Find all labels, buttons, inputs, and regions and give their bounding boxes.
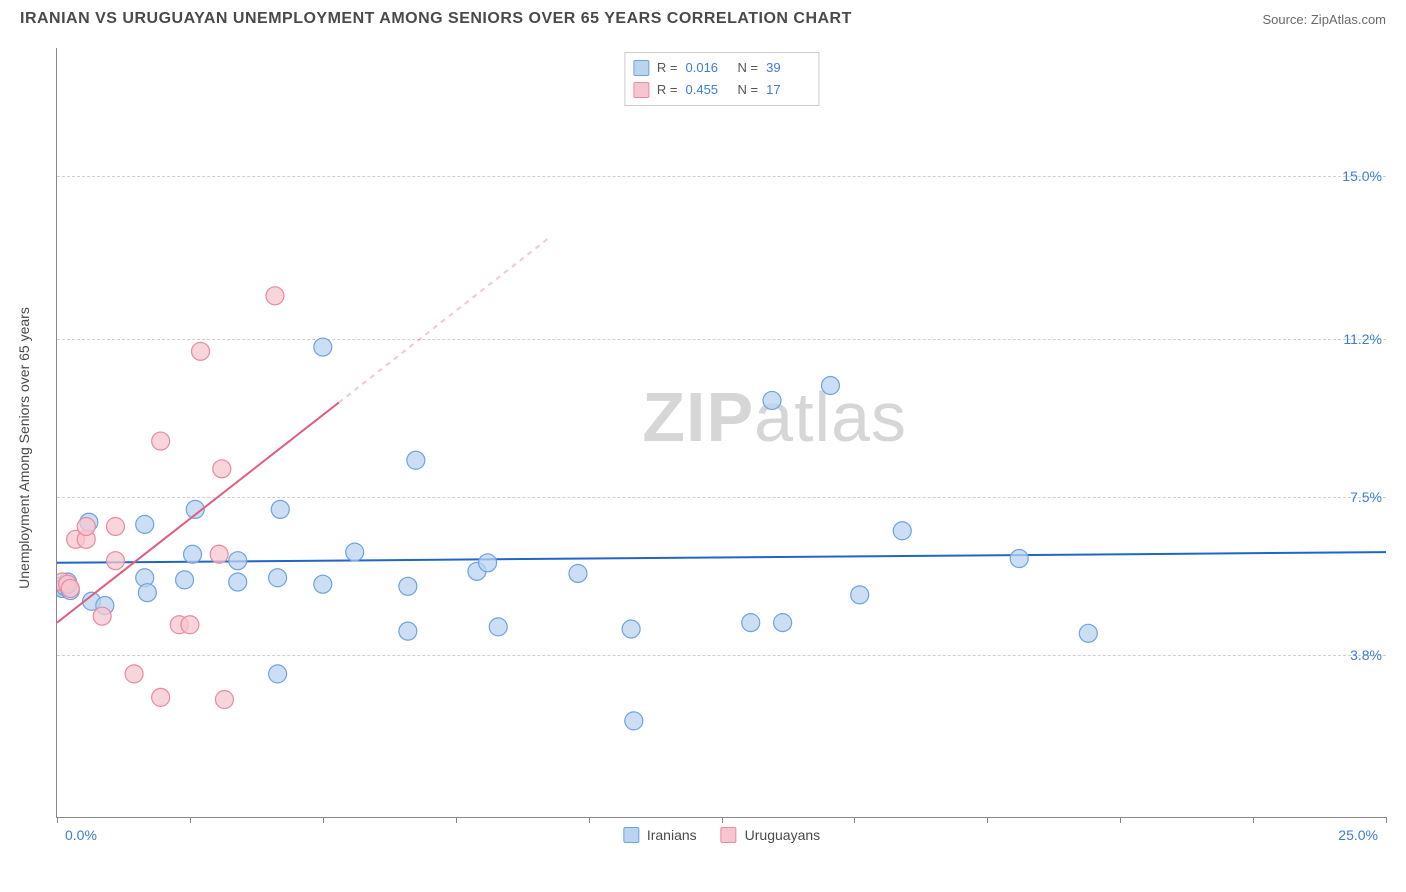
data-point [763,391,781,409]
data-point [479,554,497,572]
data-point [93,607,111,625]
data-point [152,432,170,450]
chart-container: Unemployment Among Seniors over 65 years… [46,48,1386,848]
data-point [176,571,194,589]
data-point [229,573,247,591]
data-point [192,342,210,360]
x-tick [1386,817,1387,823]
data-point [184,545,202,563]
legend-stats-row: R = 0.455 N = 17 [633,79,810,101]
data-point [1079,624,1097,642]
legend-stats-row: R = 0.016 N = 39 [633,57,810,79]
data-point [622,620,640,638]
x-tick [589,817,590,823]
data-point [821,377,839,395]
legend-swatch-uruguayans [721,827,737,843]
data-point [407,451,425,469]
chart-title: IRANIAN VS URUGUAYAN UNEMPLOYMENT AMONG … [20,10,852,28]
data-point [77,517,95,535]
data-point [314,338,332,356]
data-point [625,712,643,730]
x-tick [722,817,723,823]
n-value: 39 [766,57,810,79]
x-tick [1253,817,1254,823]
r-value: 0.455 [686,79,730,101]
legend-series: Iranians Uruguayans [623,827,820,843]
data-point [152,688,170,706]
data-point [314,575,332,593]
legend-label: Uruguayans [745,827,821,843]
data-point [266,287,284,305]
r-label: R = [657,57,678,79]
legend-stats: R = 0.016 N = 39 R = 0.455 N = 17 [624,52,819,106]
x-tick [323,817,324,823]
trendline [57,552,1386,563]
data-point [742,614,760,632]
data-point [210,545,228,563]
data-point [125,665,143,683]
legend-label: Iranians [647,827,697,843]
data-point [271,500,289,518]
data-point [106,517,124,535]
data-point [61,579,79,597]
data-point [269,569,287,587]
data-point [229,552,247,570]
legend-swatch-iranians [633,60,649,76]
n-label: N = [738,57,759,79]
trendline-dashed [339,236,552,403]
data-point [399,577,417,595]
data-point [106,552,124,570]
data-point [774,614,792,632]
x-tick [57,817,58,823]
x-axis-min-label: 0.0% [65,827,97,843]
legend-swatch-iranians [623,827,639,843]
data-point [489,618,507,636]
x-tick [456,817,457,823]
data-point [136,515,154,533]
source-label: Source: ZipAtlas.com [1262,12,1386,27]
data-point [215,691,233,709]
data-point [213,460,231,478]
x-tick [190,817,191,823]
svg-layer [57,48,1386,817]
y-axis-label: Unemployment Among Seniors over 65 years [16,307,32,589]
data-point [399,622,417,640]
data-point [346,543,364,561]
n-label: N = [738,79,759,101]
x-axis-max-label: 25.0% [1338,827,1378,843]
n-value: 17 [766,79,810,101]
r-value: 0.016 [686,57,730,79]
legend-item-iranians: Iranians [623,827,697,843]
data-point [851,586,869,604]
data-point [893,522,911,540]
data-point [269,665,287,683]
x-tick [854,817,855,823]
plot-area: ZIPatlas R = 0.016 N = 39 R = 0.455 N = … [56,48,1386,818]
data-point [138,584,156,602]
x-tick [1120,817,1121,823]
trendline [57,403,339,623]
r-label: R = [657,79,678,101]
header-bar: IRANIAN VS URUGUAYAN UNEMPLOYMENT AMONG … [0,0,1406,34]
legend-swatch-uruguayans [633,82,649,98]
data-point [569,564,587,582]
legend-item-uruguayans: Uruguayans [721,827,821,843]
data-point [1010,550,1028,568]
data-point [181,616,199,634]
x-tick [987,817,988,823]
